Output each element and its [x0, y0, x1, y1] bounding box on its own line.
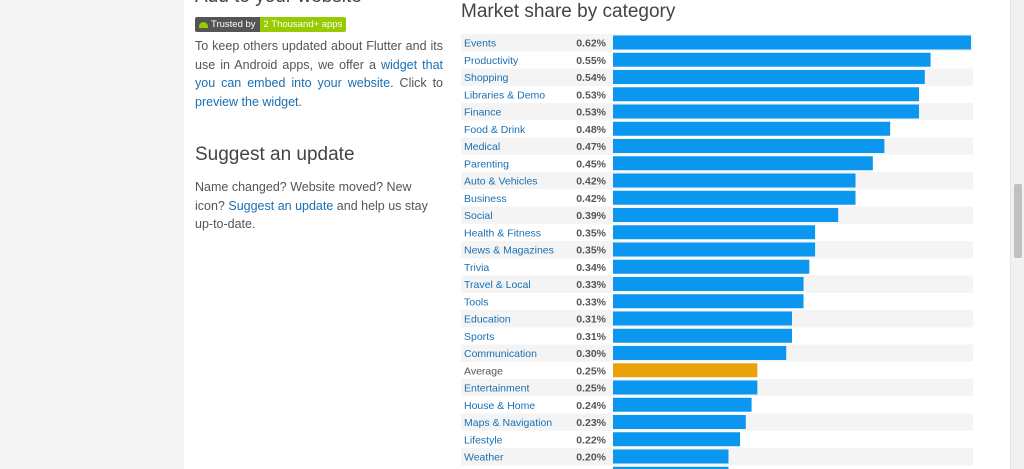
scrollbar-thumb[interactable] — [1014, 184, 1022, 258]
value-label: 0.35% — [576, 227, 606, 239]
category-label[interactable]: Parenting — [464, 158, 509, 170]
value-label: 0.47% — [576, 141, 606, 153]
value-label: 0.24% — [576, 400, 606, 412]
category-bar — [613, 156, 873, 171]
market-share-chart: Events 0.62% Productivity 0.55% Shopping 0.54… — [461, 34, 973, 469]
category-bar — [613, 242, 816, 257]
category-label[interactable]: Food & Drink — [464, 124, 526, 136]
category-label[interactable]: Productivity — [464, 55, 519, 67]
category-bar — [613, 87, 920, 102]
category-bar — [613, 294, 804, 309]
vertical-scrollbar[interactable] — [1010, 0, 1024, 469]
value-label: 0.23% — [576, 417, 606, 429]
category-bar — [613, 208, 839, 222]
suggest-paragraph: Name changed? Website moved? New icon? S… — [195, 178, 443, 234]
value-label: 0.30% — [576, 348, 606, 360]
value-label: 0.62% — [576, 38, 606, 50]
android-icon — [199, 21, 208, 28]
category-label[interactable]: Education — [464, 314, 511, 326]
category-label[interactable]: Weather — [464, 452, 504, 464]
badge-count: 2 Thousand+ apps — [259, 17, 347, 32]
value-label: 0.33% — [576, 279, 606, 291]
value-label: 0.45% — [576, 158, 606, 170]
category-bar — [613, 397, 752, 412]
value-label: 0.31% — [576, 331, 606, 343]
value-label: 0.42% — [576, 193, 606, 205]
category-label[interactable]: Social — [464, 210, 493, 222]
category-label[interactable]: Lifestyle — [464, 434, 503, 446]
category-label[interactable]: Business — [464, 193, 507, 205]
category-bar — [613, 346, 787, 360]
category-label[interactable]: Health & Fitness — [464, 227, 541, 239]
category-label[interactable]: Maps & Navigation — [464, 417, 552, 429]
widget-link[interactable]: widget that you can embed into your webs… — [195, 57, 443, 91]
value-label: 0.42% — [576, 176, 606, 188]
category-bar — [613, 190, 856, 205]
category-bar — [613, 277, 804, 291]
value-label: 0.35% — [576, 245, 606, 257]
category-bar-partial — [613, 466, 729, 469]
category-label[interactable]: Tools — [464, 296, 489, 308]
chart-title: Market share by category — [461, 1, 676, 22]
value-label: 0.20% — [576, 452, 606, 464]
value-label: 0.54% — [576, 72, 606, 84]
category-label[interactable]: Entertainment — [464, 383, 529, 395]
category-bar — [613, 52, 931, 67]
value-label: 0.22% — [576, 434, 606, 446]
value-label: 0.31% — [576, 314, 606, 326]
value-label: 0.25% — [576, 383, 606, 395]
value-label: 0.53% — [576, 107, 606, 119]
category-bar — [613, 415, 746, 429]
suggest-text-1: Name changed? Website moved? New icon? — [195, 180, 412, 213]
value-label: 0.33% — [576, 296, 606, 308]
category-label[interactable]: Travel & Local — [464, 279, 531, 291]
widget-paragraph: To keep others updated about Flutter and… — [195, 37, 443, 111]
badge-left-label: Trusted by — [211, 19, 256, 30]
value-label: 0.34% — [576, 262, 606, 274]
category-bar — [613, 449, 729, 464]
category-label[interactable]: Auto & Vehicles — [464, 176, 538, 188]
category-bar — [613, 328, 792, 343]
badge-left: Trusted by — [195, 17, 260, 32]
category-label[interactable]: Shopping — [464, 72, 509, 84]
category-label[interactable]: House & Home — [464, 400, 535, 412]
category-label[interactable]: Libraries & Demo — [464, 89, 545, 101]
widget-text-3: . — [298, 94, 303, 109]
value-label: 0.25% — [576, 365, 606, 377]
category-label[interactable]: Sports — [464, 331, 494, 343]
value-label: 0.53% — [576, 89, 606, 101]
category-label[interactable]: Finance — [464, 107, 502, 119]
category-label[interactable]: Communication — [464, 348, 537, 360]
category-bar — [613, 121, 891, 136]
trusted-by-badge[interactable]: Trusted by 2 Thousand+ apps — [195, 17, 347, 32]
category-bar — [613, 139, 885, 153]
category-bar — [613, 432, 741, 447]
widget-text-2: . Click to — [390, 76, 443, 90]
category-bar — [613, 311, 792, 326]
value-label: 0.48% — [576, 124, 606, 136]
category-bar — [613, 380, 758, 395]
category-bar — [613, 70, 925, 84]
category-bar — [613, 259, 810, 274]
suggest-update-title: Suggest an update — [195, 144, 355, 165]
preview-widget-link[interactable]: preview the widget — [195, 94, 299, 109]
value-label: 0.55% — [576, 55, 606, 67]
category-bar — [613, 225, 816, 240]
add-to-website-title: Add to your website — [195, 0, 362, 8]
widget-text-1: To keep others updated about Flutter and… — [195, 39, 443, 72]
value-label: 0.39% — [576, 210, 606, 222]
suggest-text-2: and help us stay up-to-date. — [195, 198, 428, 232]
average-bar — [613, 363, 758, 378]
category-bar — [613, 173, 856, 188]
category-bar — [613, 35, 971, 50]
category-label[interactable]: News & Magazines — [464, 245, 554, 257]
suggest-update-link[interactable]: Suggest an update — [228, 198, 334, 213]
category-bar — [613, 104, 920, 119]
category-label[interactable]: Trivia — [464, 262, 489, 274]
category-label: Average — [464, 365, 503, 377]
category-label[interactable]: Events — [464, 38, 496, 50]
category-label[interactable]: Medical — [464, 141, 500, 153]
